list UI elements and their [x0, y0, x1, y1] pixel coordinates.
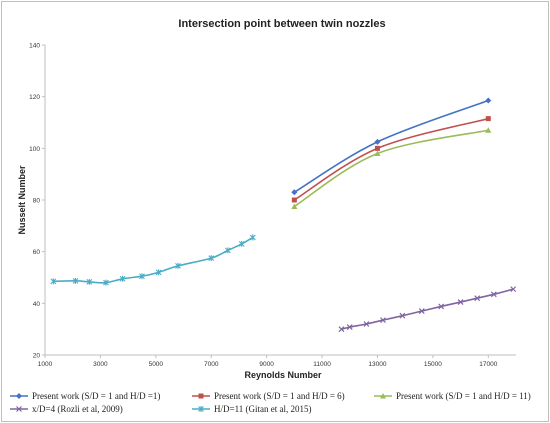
data-point: [485, 97, 492, 104]
y-tick-label: 120: [29, 94, 40, 101]
series-4: [338, 286, 517, 333]
data-point: [249, 234, 256, 241]
data-point: [490, 291, 497, 298]
series-1: [291, 97, 492, 196]
series-2: [291, 116, 491, 203]
legend-item: Present work (S/D = 1 and H/D = 6): [192, 391, 345, 401]
data-point: [399, 312, 406, 319]
y-tick-label: 100: [29, 146, 40, 153]
data-point: [374, 138, 381, 145]
plot-area: [50, 97, 517, 333]
data-point: [16, 406, 22, 412]
series-line: [293, 117, 489, 201]
data-point: [474, 295, 481, 302]
x-tick-label: 7000: [204, 361, 219, 368]
data-point: [438, 303, 445, 310]
y-tick-label: 60: [33, 249, 41, 256]
x-tick-label: 11000: [313, 361, 331, 368]
data-point: [291, 197, 297, 203]
series-line: [293, 129, 489, 208]
x-tick-label: 5000: [149, 361, 164, 368]
data-point: [72, 277, 79, 284]
data-point: [380, 393, 386, 399]
data-point: [175, 262, 181, 269]
data-point: [338, 326, 345, 333]
data-point: [363, 321, 370, 327]
legend-item: H/D=11 (Gitan et al, 2015): [192, 404, 311, 414]
axes: 20 40 60 80 100 120 140 1000 3000 5000 7000 9000 110…: [29, 43, 516, 368]
data-point: [139, 273, 145, 280]
data-point: [291, 189, 298, 196]
y-axis-label: Nusselt Number: [17, 165, 27, 235]
y-tick-label: 140: [29, 43, 40, 50]
data-point: [510, 286, 517, 293]
y-tick-label: 40: [33, 301, 41, 308]
legend-item: Present work (S/D = 1 and H/D =1): [10, 391, 160, 401]
x-tick-label: 15000: [424, 361, 442, 368]
legend-label: Present work (S/D = 1 and H/D =1): [32, 391, 160, 401]
data-point: [457, 299, 464, 305]
data-point: [198, 406, 204, 412]
legend-label: x/D=4 (Rozli et al, 2009): [32, 404, 123, 414]
data-point: [16, 393, 22, 399]
series-3: [291, 127, 492, 209]
legend-item: Present work (S/D = 1 and H/D = 11): [374, 391, 531, 401]
data-point: [155, 269, 162, 276]
legend-label: H/D=11 (Gitan et al, 2015): [214, 404, 311, 414]
data-point: [374, 145, 380, 151]
data-point: [485, 127, 492, 133]
x-tick-label: 9000: [259, 361, 274, 368]
data-point: [224, 247, 231, 254]
y-tick-label: 80: [33, 198, 41, 205]
series-line: [293, 99, 489, 193]
legend-label: Present work (S/D = 1 and H/D = 11): [396, 391, 531, 401]
data-point: [103, 279, 109, 286]
data-point: [418, 308, 425, 315]
data-point: [86, 278, 93, 285]
data-point: [291, 203, 298, 209]
data-point: [119, 275, 126, 282]
legend: Present work (S/D = 1 and H/D =1) Present…: [10, 391, 531, 414]
data-point: [208, 255, 215, 262]
x-tick-label: 1000: [38, 361, 53, 368]
legend-label: Present work (S/D = 1 and H/D = 6): [214, 391, 345, 401]
legend-item: x/D=4 (Rozli et al, 2009): [10, 404, 123, 414]
data-point: [238, 240, 245, 247]
data-point: [374, 150, 381, 156]
x-tick-label: 17000: [479, 361, 497, 368]
chart-title: Intersection point between twin nozzles: [178, 18, 385, 30]
x-axis-label: Reynolds Number: [244, 370, 322, 380]
data-point: [380, 317, 386, 324]
x-tick-label: 13000: [368, 361, 386, 368]
data-point: [198, 393, 204, 399]
data-point: [485, 116, 491, 122]
series-line: [53, 236, 254, 284]
y-tick-label: 20: [33, 353, 41, 360]
data-point: [346, 324, 353, 331]
data-point: [50, 278, 57, 285]
x-tick-label: 3000: [93, 361, 108, 368]
series-5: [50, 234, 256, 286]
